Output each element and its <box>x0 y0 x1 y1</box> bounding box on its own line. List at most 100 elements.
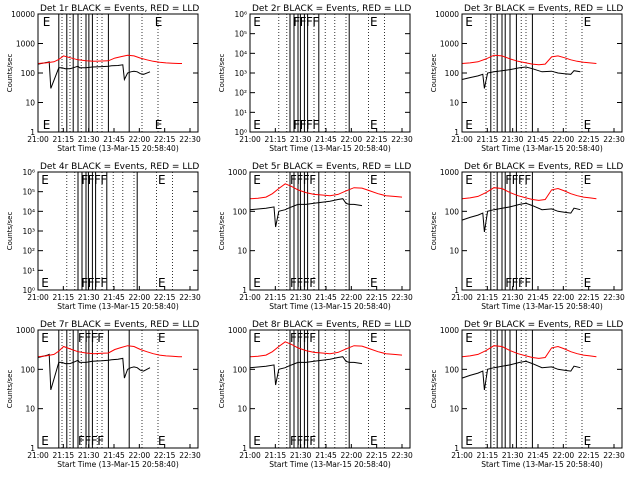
x-tick-label: 21:45 <box>103 293 125 302</box>
y-tick-label: 100 <box>21 365 36 374</box>
flag-letter: E <box>158 173 166 187</box>
x-tick-label: 21:30 <box>78 451 100 460</box>
x-axis-label: Start Time (13-Mar-15 20:58:40) <box>481 460 603 469</box>
y-tick-label: 10⁵ <box>22 188 35 197</box>
x-tick-label: 21:00 <box>239 293 261 302</box>
flag-letter: E <box>253 173 261 187</box>
flag-letter: E <box>41 331 49 345</box>
y-axis-label: Counts/sec <box>6 212 14 251</box>
y-axis-label: Counts/sec <box>6 54 14 93</box>
x-tick-label: 22:30 <box>391 135 413 144</box>
flag-letter: F <box>309 331 316 345</box>
flag-letter: E <box>253 331 261 345</box>
flag-letter: F <box>309 173 316 187</box>
flag-letter-lower: F <box>512 276 519 290</box>
events-series-line <box>249 198 363 228</box>
y-axis-label: Counts/sec <box>430 370 438 409</box>
plot-frame <box>249 171 411 291</box>
y-tick-label: 10 <box>449 405 459 414</box>
y-axis-label: Counts/sec <box>218 370 226 409</box>
flag-letter: F <box>81 173 88 187</box>
x-tick-label: 21:15 <box>265 451 287 460</box>
x-tick-label: 21:15 <box>265 135 287 144</box>
y-tick-label: 10⁶ <box>22 168 35 177</box>
x-tick-label: 22:15 <box>578 451 600 460</box>
x-tick-label: 22:30 <box>391 451 413 460</box>
y-tick-label: 10⁵ <box>234 30 247 39</box>
x-tick-label: 22:00 <box>129 135 151 144</box>
x-tick-label: 21:00 <box>451 451 473 460</box>
flag-letter: F <box>524 173 531 187</box>
flag-letter: F <box>512 173 519 187</box>
panel-title: Det 2r BLACK = Events, RED = LLD <box>252 4 411 14</box>
x-tick-label: 22:15 <box>578 293 600 302</box>
x-tick-label: 21:45 <box>103 135 125 144</box>
flag-letter-lower: E <box>370 276 378 290</box>
flag-letter-lower: F <box>518 276 525 290</box>
plot-frame <box>461 13 623 133</box>
x-tick-label: 21:45 <box>315 135 337 144</box>
panel-title: Det 5r BLACK = Events, RED = LLD <box>252 162 411 172</box>
x-tick-label: 21:45 <box>103 451 125 460</box>
y-tick-label: 100 <box>445 69 460 78</box>
y-tick-label: 1000 <box>16 40 35 49</box>
x-axis-label: Start Time (13-Mar-15 20:58:40) <box>57 460 179 469</box>
flag-letter-lower: E <box>253 434 261 448</box>
x-tick-label: 21:45 <box>527 451 549 460</box>
flag-letter-lower: F <box>81 276 88 290</box>
flag-letter-lower: E <box>465 118 473 132</box>
flag-letter: F <box>100 173 107 187</box>
x-tick-label: 21:30 <box>78 293 100 302</box>
y-tick-label: 1000 <box>228 168 247 177</box>
flag-letter-lower: F <box>97 434 104 448</box>
y-tick-label: 10³ <box>234 69 247 78</box>
flag-letter-lower: E <box>155 118 163 132</box>
x-tick-label: 22:00 <box>341 293 363 302</box>
lld-series-line <box>37 54 182 64</box>
flag-letter-lower: F <box>290 276 297 290</box>
flag-letter-lower: E <box>158 434 166 448</box>
flag-letter-lower: E <box>43 118 51 132</box>
flag-letter-lower: F <box>303 276 310 290</box>
flag-letter: E <box>584 15 592 29</box>
lld-series-line <box>249 341 403 358</box>
flag-letter-lower: F <box>300 118 307 132</box>
y-tick-label: 10 <box>237 247 247 256</box>
x-tick-label: 22:00 <box>129 293 151 302</box>
x-axis-label: Start Time (13-Mar-15 20:58:40) <box>481 144 603 153</box>
flag-letter: F <box>84 331 91 345</box>
y-tick-label: 1 <box>242 286 247 295</box>
flag-letter: F <box>91 331 98 345</box>
x-tick-label: 21:15 <box>477 293 499 302</box>
y-tick-label: 1000 <box>440 326 459 335</box>
flag-letter: E <box>465 15 473 29</box>
flag-letter: F <box>78 331 85 345</box>
x-tick-label: 22:30 <box>603 135 625 144</box>
lld-series-line <box>249 183 403 200</box>
x-tick-label: 22:30 <box>179 451 201 460</box>
y-tick-label: 1 <box>242 444 247 453</box>
events-series-line <box>249 356 363 386</box>
x-axis-label: Start Time (13-Mar-15 20:58:40) <box>269 144 391 153</box>
y-axis-label: Counts/sec <box>430 54 438 93</box>
x-axis-label: Start Time (13-Mar-15 20:58:40) <box>269 460 391 469</box>
x-tick-label: 21:00 <box>27 293 49 302</box>
y-tick-label: 10 <box>237 405 247 414</box>
flag-letter: F <box>312 15 319 29</box>
flag-letter-lower: F <box>94 276 101 290</box>
y-tick-label: 100 <box>233 365 248 374</box>
flag-letter-lower: F <box>84 434 91 448</box>
flag-letter: E <box>584 331 592 345</box>
flag-letter: E <box>465 331 473 345</box>
x-tick-label: 21:00 <box>239 135 261 144</box>
x-tick-label: 21:00 <box>451 135 473 144</box>
x-tick-label: 22:30 <box>179 293 201 302</box>
x-tick-label: 21:45 <box>527 135 549 144</box>
x-tick-label: 21:00 <box>239 451 261 460</box>
x-tick-label: 22:00 <box>553 135 575 144</box>
